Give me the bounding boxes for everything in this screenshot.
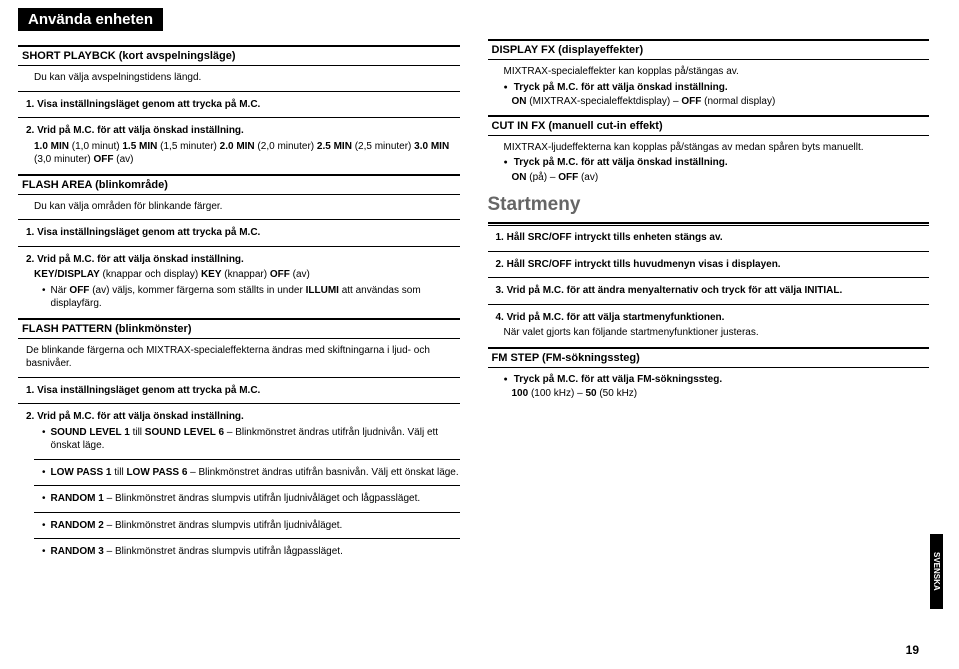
fp-step1: 1. Visa inställningsläget genom att tryc…	[18, 383, 460, 399]
dfx-b1: Tryck på M.C. för att välja önskad instä…	[488, 80, 930, 96]
fmstep-title: FM STEP (FM-sökningssteg)	[488, 347, 930, 368]
ci-b1: Tryck på M.C. för att välja önskad instä…	[488, 155, 930, 171]
fp-b2: LOW PASS 1 till LOW PASS 6 – Blinkmönstr…	[18, 465, 460, 481]
fa-intro: Du kan välja områden för blinkande färge…	[18, 199, 460, 215]
fm-b1: Tryck på M.C. för att välja FM-sökningss…	[488, 372, 930, 388]
fp-b3: RANDOM 1 – Blinkmönstret ändras slumpvis…	[18, 491, 460, 507]
fa-note: När OFF (av) väljs, kommer färgerna som …	[18, 283, 460, 312]
dfx-opt: ON (MIXTRAX-specialeffektdisplay) – OFF …	[488, 95, 930, 109]
cutin-title: CUT IN FX (manuell cut-in effekt)	[488, 115, 930, 136]
left-column: SHORT PLAYBCK (kort avspelningsläge) Du …	[18, 39, 460, 560]
sp-intro: Du kan välja avspelningstidens längd.	[18, 70, 460, 86]
sm-note: När valet gjorts kan följande startmenyf…	[488, 325, 930, 341]
sp-step2: 2. Vrid på M.C. för att välja önskad ins…	[18, 123, 460, 139]
fp-step2: 2. Vrid på M.C. för att välja önskad ins…	[18, 409, 460, 425]
sm-step4: 4. Vrid på M.C. för att välja startmenyf…	[488, 310, 930, 326]
sp-values: 1.0 MIN (1,0 minut) 1.5 MIN (1,5 minuter…	[18, 139, 460, 168]
fa-step2: 2. Vrid på M.C. för att välja önskad ins…	[18, 252, 460, 268]
page-header: Använda enheten	[18, 8, 163, 31]
sp-step1: 1. Visa inställningsläget genom att tryc…	[18, 97, 460, 113]
fa-opt: KEY/DISPLAY (knappar och display) KEY (k…	[18, 267, 460, 283]
start-heading: Startmeny	[488, 194, 930, 216]
language-tab: SVENSKA	[930, 534, 943, 609]
flash-pattern-title: FLASH PATTERN (blinkmönster)	[18, 318, 460, 339]
ci-opt: ON (på) – OFF (av)	[488, 171, 930, 185]
fm-opt: 100 (100 kHz) – 50 (50 kHz)	[488, 387, 930, 401]
ci-intro: MIXTRAX-ljudeffekterna kan kopplas på/st…	[488, 140, 930, 156]
dfx-intro: MIXTRAX-specialeffekter kan kopplas på/s…	[488, 64, 930, 80]
sm-step3: 3. Vrid på M.C. för att ändra menyaltern…	[488, 283, 930, 299]
sm-step1: 1. Håll SRC/OFF intryckt tills enheten s…	[488, 230, 930, 246]
display-fx-title: DISPLAY FX (displayeffekter)	[488, 39, 930, 60]
sm-step2: 2. Håll SRC/OFF intryckt tills huvudmeny…	[488, 257, 930, 273]
short-playback-title: SHORT PLAYBCK (kort avspelningsläge)	[18, 45, 460, 66]
flash-area-title: FLASH AREA (blinkområde)	[18, 174, 460, 195]
fp-intro: De blinkande färgerna och MIXTRAX-specia…	[18, 343, 460, 372]
fp-b4: RANDOM 2 – Blinkmönstret ändras slumpvis…	[18, 518, 460, 534]
page-number: 19	[906, 643, 919, 657]
fp-b1: SOUND LEVEL 1 till SOUND LEVEL 6 – Blink…	[18, 425, 460, 454]
fp-b5: RANDOM 3 – Blinkmönstret ändras slumpvis…	[18, 544, 460, 560]
fa-step1: 1. Visa inställningsläget genom att tryc…	[18, 225, 460, 241]
right-column: DISPLAY FX (displayeffekter) MIXTRAX-spe…	[488, 39, 930, 560]
